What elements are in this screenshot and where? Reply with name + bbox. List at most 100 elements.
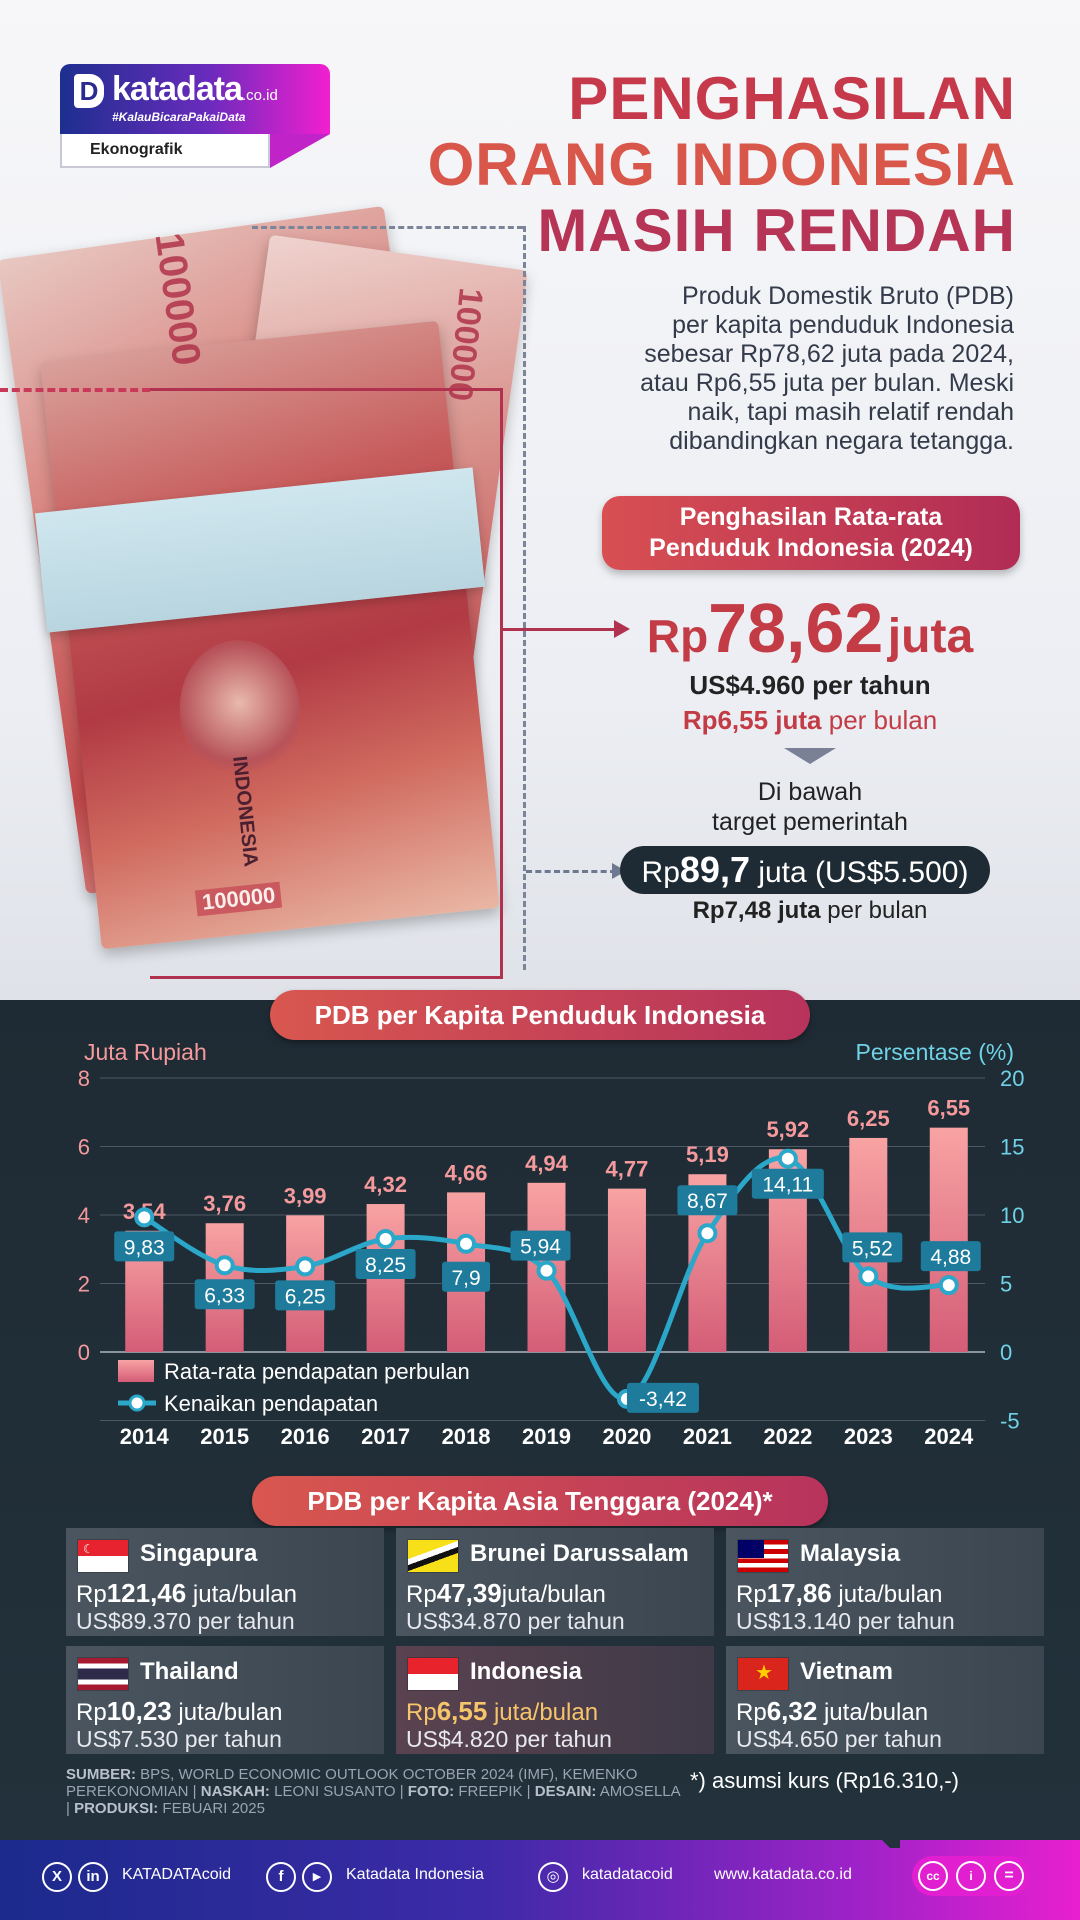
country-rp-monthly: Rp17,86 juta/bulan — [736, 1578, 943, 1609]
line-label-box — [842, 1232, 903, 1263]
country-card-malaysia: Malaysia Rp17,86 juta/bulan US$13.140 pe… — [726, 1528, 1044, 1636]
y2-axis-title: Persentase (%) — [855, 1039, 1014, 1065]
line-data-label: 4,88 — [930, 1246, 971, 1269]
rp-unit: juta/bulan — [487, 1699, 599, 1726]
y2-tick-label: 20 — [1000, 1066, 1024, 1091]
bar — [607, 1188, 646, 1352]
credit-key: FOTO: — [407, 1783, 455, 1800]
country-rp-monthly: Rp6,55 juta/bulan — [406, 1696, 598, 1727]
line-data-label: 8,25 — [365, 1254, 406, 1277]
target-value: 89,7 — [679, 849, 750, 890]
country-name: Malaysia — [800, 1540, 901, 1567]
country-card-thailand: Thailand Rp10,23 juta/bulan US$7.530 per… — [66, 1646, 384, 1754]
y2-tick-label: 0 — [1000, 1340, 1012, 1365]
target-month-value: Rp7,48 juta — [692, 897, 821, 924]
line-data-label: 8,67 — [687, 1190, 728, 1213]
line-label-box — [751, 1168, 824, 1199]
intro-line: Produk Domestik Bruto (PDB) — [681, 282, 1014, 310]
y-tick-label: 4 — [78, 1203, 90, 1228]
line-data-label: -3,42 — [639, 1388, 687, 1411]
country-usd-yearly: US$4.650 per tahun — [736, 1726, 942, 1752]
footer-handle-katadata-indonesia[interactable]: Katadata Indonesia — [346, 1866, 484, 1883]
line-label-box — [114, 1231, 175, 1262]
bar-data-label: 5,19 — [686, 1142, 729, 1167]
country-rp-monthly: Rp10,23 juta/bulan — [76, 1696, 283, 1727]
creative-commons-badge[interactable]: cc i = — [912, 1856, 1030, 1896]
y-tick-label: 0 — [78, 1340, 90, 1365]
line-data-label: 6,33 — [204, 1284, 245, 1307]
x-tick-label: 2023 — [844, 1424, 893, 1449]
target-month-suffix: per bulan — [820, 897, 928, 924]
line-point — [456, 1233, 477, 1254]
rp-value: 17,86 — [766, 1578, 832, 1608]
average-rp-month-value: Rp6,55 juta — [682, 705, 822, 735]
indonesia-flag-icon — [408, 1658, 458, 1690]
line-label-box — [194, 1279, 255, 1310]
line-point — [697, 1223, 718, 1244]
logo-brand-suffix: .co.id — [241, 87, 278, 104]
instagram-icon[interactable]: ◎ — [538, 1862, 568, 1892]
bar — [929, 1127, 968, 1352]
government-target-pill: Rp89,7 juta (US$5.500) — [620, 846, 990, 894]
x-tick-label: 2016 — [281, 1424, 330, 1449]
target-suffix: juta (US$5.500) — [749, 856, 969, 889]
x-tick-label: 2017 — [361, 1424, 410, 1449]
singapore-flag-icon: ☾ — [78, 1540, 128, 1572]
linkedin-icon[interactable]: in — [78, 1862, 108, 1892]
facebook-icon[interactable]: f — [266, 1862, 296, 1892]
footer-handle-katadatacoid[interactable]: KATADATAcoid — [122, 1866, 232, 1883]
title-line-2: ORANG INDONESIA — [427, 131, 1016, 198]
line-point — [777, 1148, 798, 1169]
attribution-icon: i — [956, 1861, 986, 1891]
rp-prefix: Rp — [736, 1581, 767, 1608]
credit-value: AMOSELLA | — [66, 1783, 680, 1817]
rp-prefix: Rp — [76, 1699, 107, 1726]
footer-notch — [870, 1828, 900, 1848]
credit-key: DESAIN: — [534, 1783, 597, 1800]
line-point — [214, 1255, 235, 1276]
y-tick-label: 8 — [78, 1066, 90, 1091]
country-name: Vietnam — [800, 1658, 893, 1685]
rp-unit: juta/bulan — [501, 1581, 606, 1608]
x-twitter-icon[interactable]: X — [42, 1862, 72, 1892]
average-income-value: Rp78,62 juta — [600, 588, 1020, 668]
red-dashed-line — [0, 388, 150, 392]
rp-value: 121,46 — [106, 1578, 187, 1608]
average-rp-month-suffix: per bulan — [821, 705, 938, 735]
average-rp-prefix: Rp — [646, 610, 709, 662]
line-data-label: 9,83 — [124, 1236, 165, 1259]
intro-line: atau Rp6,55 juta per bulan. Meski — [640, 369, 1014, 397]
intro-line: sebesar Rp78,62 juta pada 2024, — [644, 340, 1014, 368]
country-card-indonesia: Indonesia Rp6,55 juta/bulan US$4.820 per… — [396, 1646, 714, 1754]
average-rp-per-month: Rp6,55 juta per bulan — [600, 705, 1020, 736]
y-tick-label: 6 — [78, 1135, 90, 1160]
country-usd-yearly: US$4.820 per tahun — [406, 1726, 612, 1752]
intro-paragraph: Produk Domestik Bruto (PDB) per kapita p… — [454, 282, 1014, 456]
line-label-box — [626, 1382, 699, 1413]
bar-data-label: 6,25 — [847, 1106, 890, 1131]
footer-handle-instagram[interactable]: katadatacoid — [582, 1866, 673, 1883]
country-rp-monthly: Rp47,39juta/bulan — [406, 1578, 606, 1609]
rp-value: 6,32 — [766, 1696, 818, 1726]
line-label-box — [677, 1185, 738, 1216]
x-tick-label: 2018 — [442, 1424, 491, 1449]
average-income-pill: Penghasilan Rata-rata Penduduk Indonesia… — [602, 496, 1020, 570]
logo-tagline: #KalauBicaraPakaiData — [112, 110, 246, 124]
y-axis-title: Juta Rupiah — [84, 1039, 207, 1065]
rp-prefix: Rp — [76, 1581, 107, 1608]
katadata-logo[interactable]: D katadata.co.id #KalauBicaraPakaiData E… — [60, 64, 330, 168]
credit-key: SUMBER: — [66, 1766, 136, 1783]
bar-data-label: 4,32 — [364, 1172, 407, 1197]
no-derivatives-icon: = — [994, 1861, 1024, 1891]
credit-key: PRODUKSI: — [74, 1800, 159, 1817]
average-pill-line-1: Penghasilan Rata-rata — [679, 503, 943, 531]
triangle-down-icon — [784, 748, 836, 764]
rp-unit: juta/bulan — [831, 1581, 943, 1608]
bar-data-label: 5,92 — [766, 1117, 809, 1142]
country-usd-yearly: US$89.370 per tahun — [76, 1608, 295, 1634]
country-usd-yearly: US$7.530 per tahun — [76, 1726, 282, 1752]
youtube-icon[interactable]: ▶ — [302, 1862, 332, 1892]
title-line-3: MASIH RENDAH — [537, 197, 1016, 264]
footer-website-link[interactable]: www.katadata.co.id — [714, 1866, 852, 1883]
logo-d-icon: D — [74, 74, 104, 108]
